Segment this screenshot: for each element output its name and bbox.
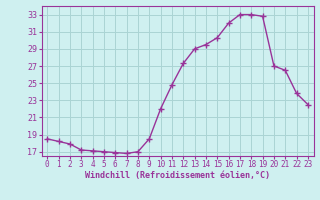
X-axis label: Windchill (Refroidissement éolien,°C): Windchill (Refroidissement éolien,°C) [85, 171, 270, 180]
